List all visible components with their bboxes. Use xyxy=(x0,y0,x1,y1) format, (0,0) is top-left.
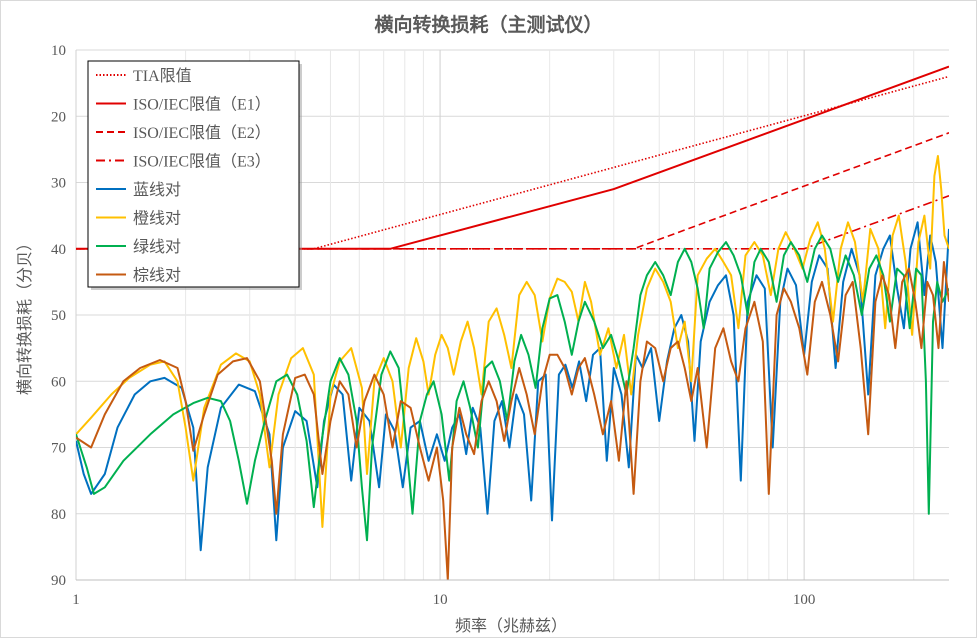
legend-label: ISO/IEC限值（E2） xyxy=(133,124,271,142)
legend-label: ISO/IEC限值（E3） xyxy=(133,153,271,171)
limit-line-4 xyxy=(76,195,949,250)
legend-label: ISO/IEC限值（E1） xyxy=(133,96,271,114)
pair-series-4 xyxy=(76,261,949,580)
legend-label: TIA限值 xyxy=(133,67,192,85)
y-tick-label: 40 xyxy=(51,242,66,258)
legend-label: 橙线对 xyxy=(133,210,181,228)
y-tick-label: 20 xyxy=(51,109,66,125)
y-tick-label: 90 xyxy=(51,573,66,589)
limit-line-3 xyxy=(76,132,949,250)
legend-label: 绿线对 xyxy=(133,238,181,256)
limit-line-1 xyxy=(76,75,949,250)
legend-label: 蓝线对 xyxy=(133,181,181,199)
chart-title: 横向转换损耗（主测试仪） xyxy=(374,14,603,36)
legend-box xyxy=(87,60,300,288)
legend-label: 棕线对 xyxy=(133,267,181,285)
y-tick-label: 80 xyxy=(51,507,66,523)
y-tick-label: 30 xyxy=(51,176,66,192)
y-tick-label: 70 xyxy=(51,441,66,457)
legend: TIA限值 ISO/IEC限值（E1） ISO/IEC限值（E2） ISO/IEC限值… xyxy=(87,60,302,290)
y-tick-label: 60 xyxy=(51,374,66,390)
y-axis-label: 横向转换损耗（分贝） xyxy=(16,235,34,395)
pair-series-1 xyxy=(76,221,949,552)
x-tick-label: 10 xyxy=(433,592,448,608)
x-tick-label: 1 xyxy=(72,592,80,608)
axis-layer: 10 20 30 40 50 60 70 80 90 1 10 100 xyxy=(51,43,949,608)
x-tick-label: 100 xyxy=(793,592,816,608)
y-tick-label: 10 xyxy=(51,43,66,59)
pair-series-2 xyxy=(76,155,949,528)
x-axis-label: 频率（兆赫兹） xyxy=(455,617,567,635)
grid-layer xyxy=(75,49,949,581)
series-layer xyxy=(76,65,949,580)
pair-series-3 xyxy=(76,234,949,542)
y-tick-label: 50 xyxy=(51,308,66,324)
